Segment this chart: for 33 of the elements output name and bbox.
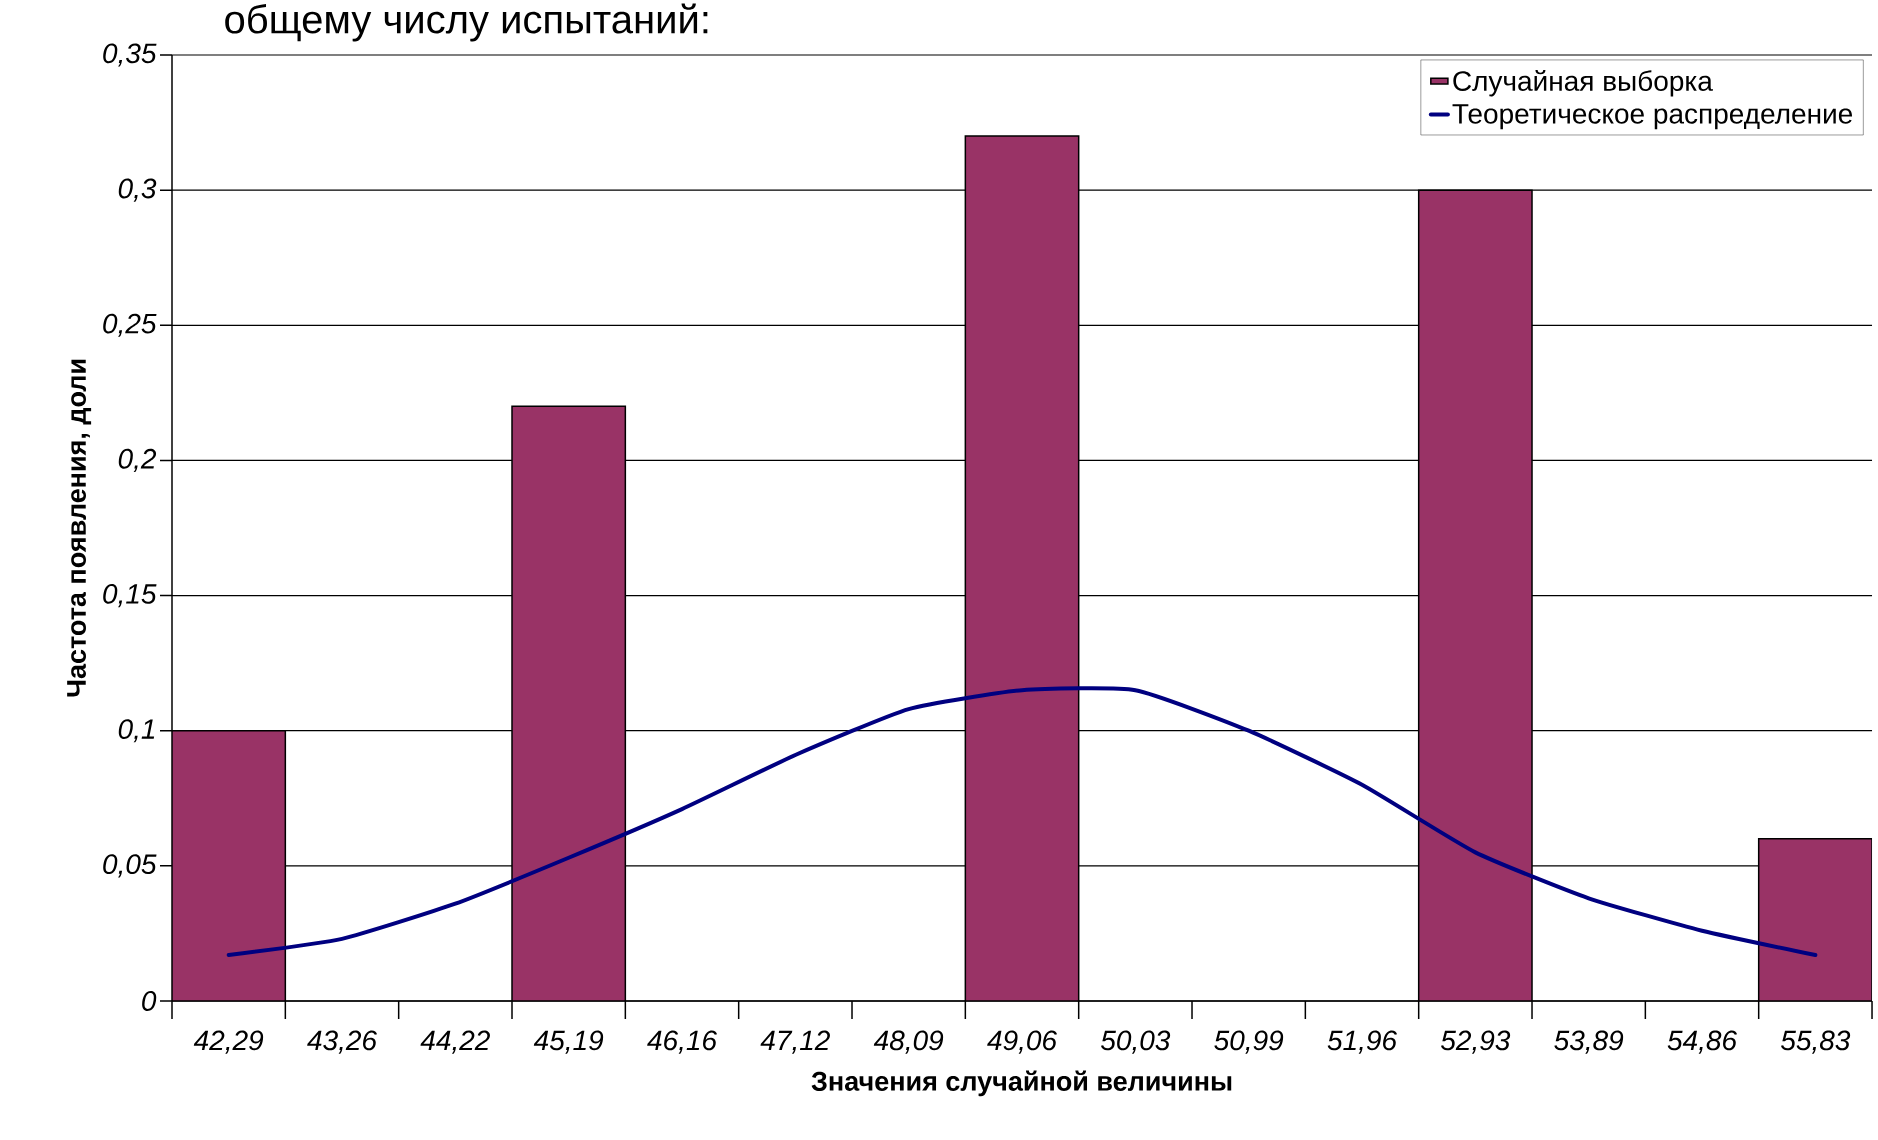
x-tick-label: 45,19 <box>533 1030 604 1054</box>
legend-label: Теоретическое распределение <box>1452 104 1853 130</box>
x-tick-label: 42,29 <box>193 1030 264 1054</box>
y-tick-label: 0 <box>142 991 157 1011</box>
x-tick-label: 52,93 <box>1440 1030 1511 1054</box>
legend-label: Случайная выборка <box>1453 69 1713 97</box>
y-tick-label: 0,25 <box>103 313 157 337</box>
x-tick-label: 54,86 <box>1667 1030 1738 1054</box>
x-tick-label: 49,06 <box>987 1030 1058 1054</box>
bar <box>965 136 1079 1001</box>
bar <box>512 406 626 1001</box>
bar <box>1418 190 1533 1001</box>
x-tick-label: 50,99 <box>1214 1030 1284 1054</box>
y-axis-title: Частота появления, доли <box>67 359 92 697</box>
x-tick-label: 44,22 <box>420 1030 490 1054</box>
y-tick-label: 0,35 <box>103 43 157 67</box>
x-tick-label: 55,83 <box>1780 1030 1851 1054</box>
y-tick-label: 0,2 <box>118 448 157 472</box>
y-tick-label: 0,05 <box>103 854 157 878</box>
x-tick-label: 50,03 <box>1100 1030 1171 1054</box>
x-tick-label: 53,89 <box>1554 1030 1624 1054</box>
y-tick-label: 0,3 <box>118 178 157 202</box>
x-tick-label: 51,96 <box>1327 1030 1398 1054</box>
x-tick-label: 46,16 <box>647 1030 718 1054</box>
y-tick-label: 0,1 <box>118 719 155 743</box>
chart-title: общему числу испытаний: <box>225 3 708 42</box>
x-tick-label: 47,12 <box>760 1030 830 1054</box>
x-tick-label: 48,09 <box>873 1030 944 1054</box>
x-axis-title: Значения случайной величины <box>811 1070 1232 1097</box>
bar <box>172 730 286 1001</box>
bar <box>1757 838 1873 1001</box>
y-tick-label: 0,15 <box>103 584 157 608</box>
x-tick-label: 43,26 <box>307 1030 378 1054</box>
